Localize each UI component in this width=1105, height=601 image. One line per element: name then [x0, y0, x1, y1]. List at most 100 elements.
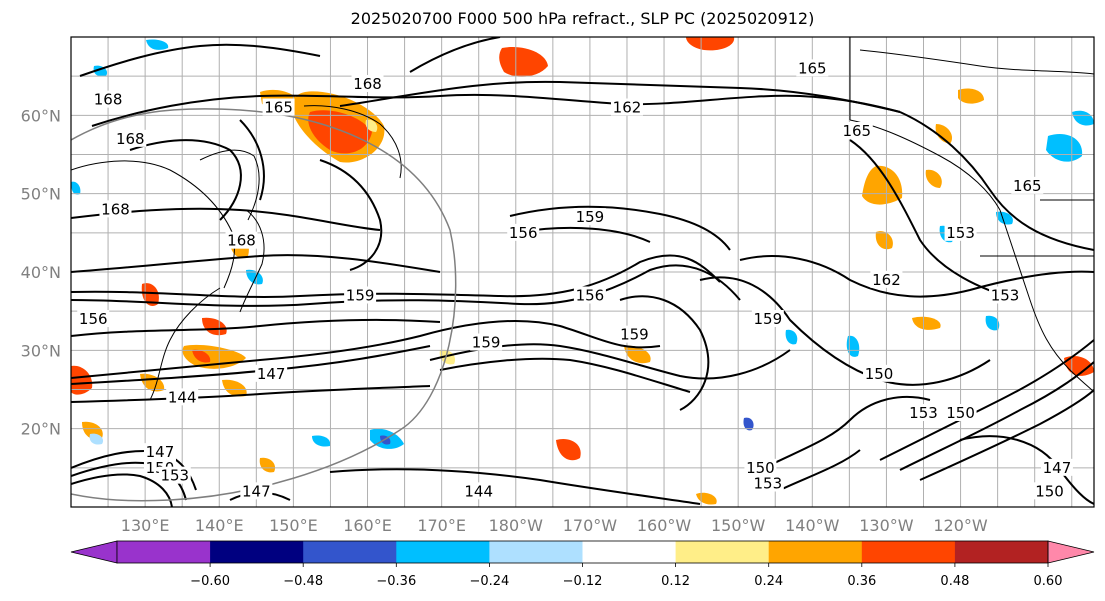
- contour-label-background: [351, 75, 384, 92]
- contour-label-background: [143, 443, 176, 461]
- longitude-label: 160°E: [343, 516, 392, 535]
- contour-label-background: [751, 474, 784, 492]
- colorbar-swatch: [768, 541, 863, 563]
- contour-label: 168: [94, 91, 123, 109]
- colorbar-swatch: [303, 541, 397, 563]
- colorbar-swatch: [861, 541, 956, 563]
- contour-label: 147: [242, 482, 271, 500]
- contour-label: 147: [257, 365, 286, 383]
- contour-label-background: [262, 98, 295, 116]
- colorbar-tick-label: −0.12: [563, 574, 603, 589]
- colorbar-extend-high: [1047, 540, 1095, 564]
- contour-label-background: [462, 482, 495, 500]
- colorbar-swatch: [954, 541, 1049, 563]
- contour-label: 147: [146, 443, 175, 461]
- contour-label-background: [618, 325, 651, 343]
- contour-label-background: [507, 223, 540, 241]
- great-circle-curve: [71, 108, 457, 502]
- contour-label: 168: [101, 200, 130, 218]
- colorbar-tick-label: 0.24: [754, 574, 783, 589]
- contour-label: 159: [472, 334, 501, 352]
- contour-label: 153: [946, 224, 975, 242]
- contour-label: 165: [264, 99, 293, 117]
- contour-label-background: [344, 286, 377, 304]
- contour-label: 168: [353, 75, 382, 93]
- colorbar-tick-label: −0.24: [469, 574, 509, 589]
- contour-label: 150: [946, 404, 975, 422]
- longitude-labels: 130°E 140°E 150°E 160°E 170°E 180°W 170°W 160°W…: [121, 516, 988, 535]
- colorbar-tick-label: −0.36: [376, 574, 416, 589]
- contour-label-background: [944, 223, 977, 241]
- colorbar-swatch: [675, 541, 770, 563]
- longitude-label: 180°W: [489, 516, 544, 535]
- map-frame: [70, 36, 1095, 508]
- colorbar: [70, 540, 1095, 564]
- contour-label-background: [1040, 458, 1073, 476]
- contour-label: 168: [116, 130, 145, 148]
- contour-label-background: [1011, 176, 1044, 194]
- contour-label: 162: [872, 271, 901, 289]
- contour-label: 153: [754, 475, 783, 493]
- colorbar-swatch: [489, 541, 583, 563]
- colorbar-tick-labels: −0.60 −0.48 −0.36 −0.24 −0.12 0.12 0.24 0.36 0.4…: [190, 563, 1062, 589]
- contour-label: 168: [227, 232, 256, 250]
- longitude-label: 140°E: [195, 516, 244, 535]
- contour-label-background: [863, 364, 896, 382]
- longitude-label: 160°W: [637, 516, 692, 535]
- contour-label-background: [907, 404, 940, 421]
- colorbar-extend-low: [70, 540, 118, 564]
- contour-label: 153: [160, 467, 189, 485]
- contour-label: 153: [909, 404, 938, 422]
- contour-label: 159: [754, 310, 783, 328]
- colorbar-swatch: [582, 541, 677, 563]
- contour-label-background: [610, 98, 643, 116]
- contour-label: 159: [346, 287, 375, 305]
- colorbar-swatch: [210, 541, 304, 563]
- latitude-label: 50°N: [21, 185, 61, 204]
- contour-label-background: [840, 122, 873, 139]
- colorbar-swatch: [396, 541, 490, 563]
- contour-label: 165: [798, 59, 827, 77]
- contour-label: 144: [168, 388, 197, 406]
- longitude-label: 170°W: [563, 516, 618, 535]
- contour-labels: 168 168 168 165 162 165 165 165 168 168 156 159 159 1…: [77, 59, 1073, 500]
- contour-label-background: [989, 286, 1022, 304]
- colorbar-tick-label: 0.36: [847, 574, 876, 589]
- contour-label-background: [870, 270, 903, 288]
- contour-label-background: [796, 59, 829, 77]
- contour-label-background: [240, 482, 273, 500]
- colorbar-tick-label: −0.48: [283, 574, 323, 589]
- contour-label: 156: [576, 287, 605, 305]
- contour-label-background: [573, 208, 606, 226]
- contour-label-background: [255, 364, 288, 382]
- coastlines: [71, 37, 1094, 401]
- contour-label-background: [744, 458, 777, 476]
- contour-label: 150: [865, 365, 894, 383]
- contour-label: 156: [79, 310, 108, 328]
- contour-label-background: [944, 404, 977, 421]
- longitude-label: 150°W: [711, 516, 766, 535]
- colorbar-tick-label: 0.60: [1034, 574, 1063, 589]
- contour-label: 165: [842, 122, 871, 140]
- latitude-label: 20°N: [21, 420, 61, 439]
- latitude-label: 40°N: [21, 263, 61, 282]
- longitude-label: 130°E: [121, 516, 170, 535]
- contour-label-background: [1033, 482, 1066, 500]
- latitude-label: 30°N: [21, 341, 61, 360]
- anomaly-shading: [71, 37, 1094, 505]
- graticule-lines: [71, 37, 1094, 507]
- longitude-label: 150°E: [269, 516, 318, 535]
- contour-label-background: [158, 466, 191, 484]
- longitude-label: 170°E: [417, 516, 466, 535]
- contour-label: 153: [991, 287, 1020, 305]
- colorbar-tick-label: −0.60: [190, 574, 230, 589]
- contour-label-background: [573, 286, 606, 304]
- contour-label: 147: [1043, 459, 1072, 477]
- contour-label: 159: [620, 326, 649, 344]
- contour-label-background: [470, 333, 503, 351]
- contour-label-background: [225, 231, 258, 249]
- contour-label: 150: [746, 459, 775, 477]
- contour-label: 144: [464, 482, 493, 500]
- contour-label: 159: [576, 208, 605, 226]
